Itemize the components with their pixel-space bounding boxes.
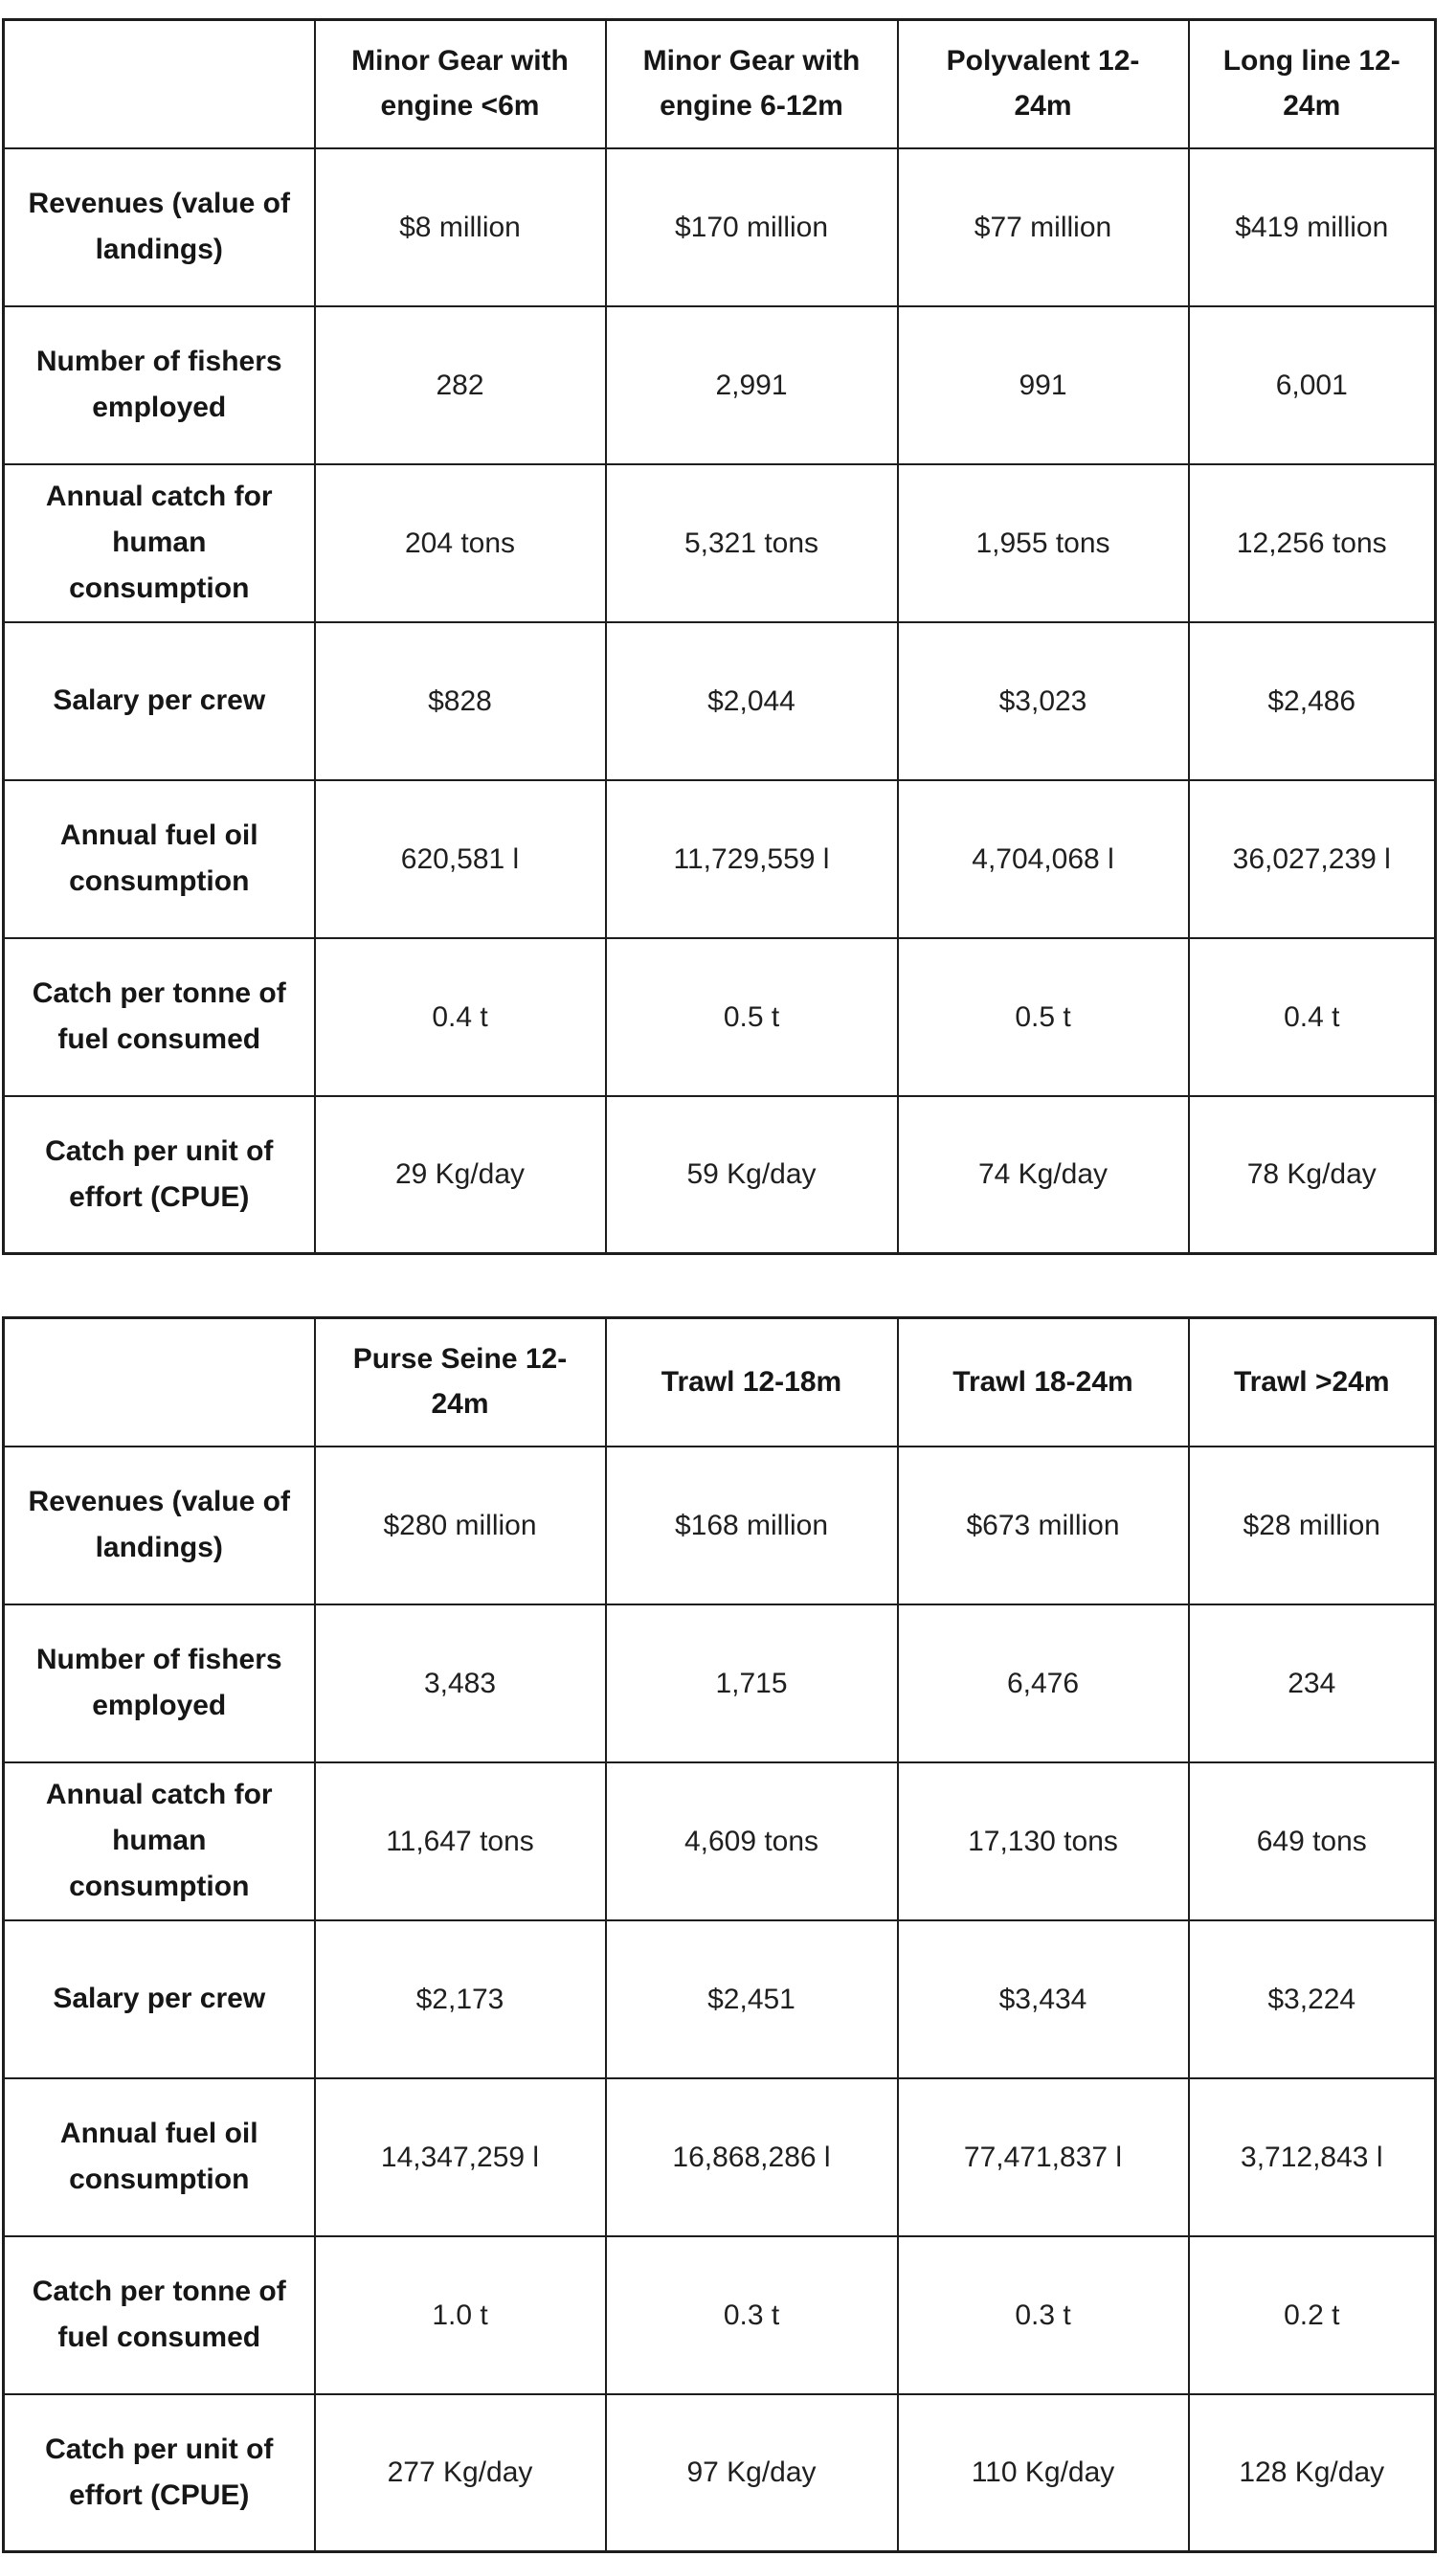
- cell-value: $170 million: [604, 146, 899, 307]
- row-label: Annual fuel oil consumption: [2, 778, 316, 939]
- cell-value: 234: [1187, 1603, 1437, 1763]
- row-label: Catch per unit of effort (CPUE): [2, 2392, 316, 2553]
- cell-value: 2,991: [604, 304, 899, 465]
- cell-value: $828: [313, 620, 607, 781]
- cell-value: $673 million: [896, 1445, 1190, 1605]
- cell-value: 620,581 l: [313, 778, 607, 939]
- header-row: Purse Seine 12- 24m Trawl 12-18m Trawl 18-…: [2, 1316, 1437, 1447]
- table-row: Number of fishers employed 282 2,991 991 6,0…: [2, 304, 1437, 465]
- table-row: Catch per unit of effort (CPUE) 29 Kg/day…: [2, 1094, 1437, 1255]
- cell-value: 277 Kg/day: [313, 2392, 607, 2553]
- cell-value: 78 Kg/day: [1187, 1094, 1437, 1255]
- cell-value: 6,001: [1187, 304, 1437, 465]
- cell-value: 16,868,286 l: [604, 2076, 899, 2237]
- cell-value: $3,434: [896, 1918, 1190, 2079]
- cell-value: 14,347,259 l: [313, 2076, 607, 2237]
- cell-value: 128 Kg/day: [1187, 2392, 1437, 2553]
- cell-value: 36,027,239 l: [1187, 778, 1437, 939]
- fleet-table-2: Purse Seine 12- 24m Trawl 12-18m Trawl 18-…: [2, 1316, 1437, 2553]
- cell-value: $3,224: [1187, 1918, 1437, 2079]
- cell-value: $419 million: [1187, 146, 1437, 307]
- row-label: Catch per tonne of fuel consumed: [2, 936, 316, 1097]
- cell-value: 1,955 tons: [896, 462, 1190, 623]
- column-header: Minor Gear with engine <6m: [313, 18, 607, 149]
- column-header: Polyvalent 12- 24m: [896, 18, 1190, 149]
- row-label: Number of fishers employed: [2, 304, 316, 465]
- cell-value: 12,256 tons: [1187, 462, 1437, 623]
- table-row: Number of fishers employed 3,483 1,715 6,47…: [2, 1603, 1437, 1763]
- column-header: Trawl 12-18m: [604, 1316, 899, 1447]
- table-row: Catch per tonne of fuel consumed 0.4 t 0.5…: [2, 936, 1437, 1097]
- cell-value: $168 million: [604, 1445, 899, 1605]
- table-row: Revenues (value of landings) $8 million $1…: [2, 146, 1437, 307]
- column-header: Long line 12-24m: [1187, 18, 1437, 149]
- cell-value: 11,647 tons: [313, 1761, 607, 1921]
- cell-value: $280 million: [313, 1445, 607, 1605]
- corner-cell: [2, 18, 316, 149]
- table-row: Annual catch for human consumption 204 to…: [2, 462, 1437, 623]
- cell-value: $28 million: [1187, 1445, 1437, 1605]
- cell-value: 4,704,068 l: [896, 778, 1190, 939]
- table-row: Catch per unit of effort (CPUE) 277 Kg/da…: [2, 2392, 1437, 2553]
- cell-value: 3,712,843 l: [1187, 2076, 1437, 2237]
- cell-value: 97 Kg/day: [604, 2392, 899, 2553]
- cell-value: $8 million: [313, 146, 607, 307]
- cell-value: 1.0 t: [313, 2234, 607, 2395]
- cell-value: 282: [313, 304, 607, 465]
- cell-value: $3,023: [896, 620, 1190, 781]
- cell-value: 0.5 t: [896, 936, 1190, 1097]
- cell-value: 11,729,559 l: [604, 778, 899, 939]
- table-row: Annual catch for human consumption 11,647…: [2, 1761, 1437, 1921]
- row-label: Number of fishers employed: [2, 1603, 316, 1763]
- row-label: Annual catch for human consumption: [2, 1761, 316, 1921]
- column-header: Minor Gear with engine 6-12m: [604, 18, 899, 149]
- table-row: Revenues (value of landings) $280 million…: [2, 1445, 1437, 1605]
- cell-value: $2,486: [1187, 620, 1437, 781]
- row-label: Annual catch for human consumption: [2, 462, 316, 623]
- cell-value: 0.4 t: [1187, 936, 1437, 1097]
- cell-value: 6,476: [896, 1603, 1190, 1763]
- cell-value: $2,451: [604, 1918, 899, 2079]
- cell-value: 0.3 t: [604, 2234, 899, 2395]
- table-row: Annual fuel oil consumption 620,581 l 11,7…: [2, 778, 1437, 939]
- cell-value: $77 million: [896, 146, 1190, 307]
- cell-value: 3,483: [313, 1603, 607, 1763]
- cell-value: 991: [896, 304, 1190, 465]
- row-label: Annual fuel oil consumption: [2, 2076, 316, 2237]
- cell-value: 77,471,837 l: [896, 2076, 1190, 2237]
- row-label: Catch per unit of effort (CPUE): [2, 1094, 316, 1255]
- row-label: Salary per crew: [2, 620, 316, 781]
- column-header: Trawl 18-24m: [896, 1316, 1190, 1447]
- column-header: Trawl >24m: [1187, 1316, 1437, 1447]
- cell-value: $2,173: [313, 1918, 607, 2079]
- fleet-table-1: Minor Gear with engine <6m Minor Gear wit…: [2, 18, 1437, 1255]
- table-row: Catch per tonne of fuel consumed 1.0 t 0.3…: [2, 2234, 1437, 2395]
- cell-value: $2,044: [604, 620, 899, 781]
- cell-value: 0.2 t: [1187, 2234, 1437, 2395]
- cell-value: 59 Kg/day: [604, 1094, 899, 1255]
- column-header: Purse Seine 12- 24m: [313, 1316, 607, 1447]
- row-label: Revenues (value of landings): [2, 146, 316, 307]
- cell-value: 110 Kg/day: [896, 2392, 1190, 2553]
- row-label: Catch per tonne of fuel consumed: [2, 2234, 316, 2395]
- cell-value: 0.4 t: [313, 936, 607, 1097]
- cell-value: 0.5 t: [604, 936, 899, 1097]
- header-row: Minor Gear with engine <6m Minor Gear wit…: [2, 18, 1437, 149]
- table-row: Salary per crew $828 $2,044 $3,023 $2,486: [2, 620, 1437, 781]
- table-row: Salary per crew $2,173 $2,451 $3,434 $3,224: [2, 1918, 1437, 2079]
- cell-value: 29 Kg/day: [313, 1094, 607, 1255]
- cell-value: 1,715: [604, 1603, 899, 1763]
- cell-value: 0.3 t: [896, 2234, 1190, 2395]
- cell-value: 4,609 tons: [604, 1761, 899, 1921]
- cell-value: 649 tons: [1187, 1761, 1437, 1921]
- row-label: Revenues (value of landings): [2, 1445, 316, 1605]
- cell-value: 5,321 tons: [604, 462, 899, 623]
- cell-value: 204 tons: [313, 462, 607, 623]
- cell-value: 74 Kg/day: [896, 1094, 1190, 1255]
- cell-value: 17,130 tons: [896, 1761, 1190, 1921]
- corner-cell: [2, 1316, 316, 1447]
- row-label: Salary per crew: [2, 1918, 316, 2079]
